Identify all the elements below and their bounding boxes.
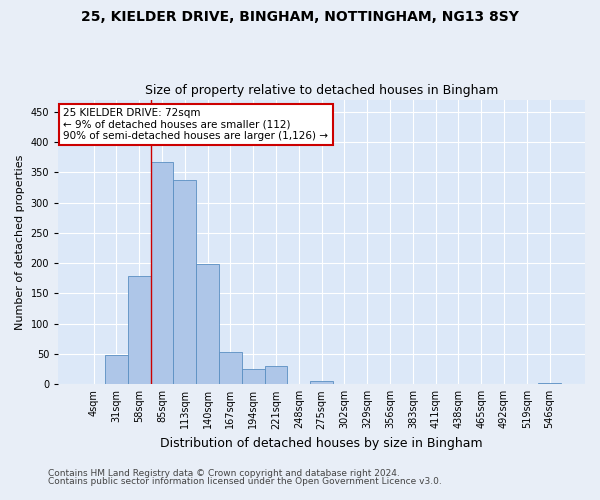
Bar [151, 162, 173, 384]
Bar [196, 264, 219, 384]
Bar [538, 383, 561, 384]
Bar [173, 180, 196, 384]
Bar [242, 369, 265, 384]
Y-axis label: Number of detached properties: Number of detached properties [15, 154, 25, 330]
Bar [310, 380, 333, 384]
Text: Contains HM Land Registry data © Crown copyright and database right 2024.: Contains HM Land Registry data © Crown c… [48, 468, 400, 477]
Text: 25 KIELDER DRIVE: 72sqm
← 9% of detached houses are smaller (112)
90% of semi-de: 25 KIELDER DRIVE: 72sqm ← 9% of detached… [64, 108, 328, 142]
Text: Contains public sector information licensed under the Open Government Licence v3: Contains public sector information licen… [48, 477, 442, 486]
X-axis label: Distribution of detached houses by size in Bingham: Distribution of detached houses by size … [160, 437, 483, 450]
Title: Size of property relative to detached houses in Bingham: Size of property relative to detached ho… [145, 84, 498, 97]
Bar [219, 352, 242, 384]
Bar [128, 276, 151, 384]
Text: 25, KIELDER DRIVE, BINGHAM, NOTTINGHAM, NG13 8SY: 25, KIELDER DRIVE, BINGHAM, NOTTINGHAM, … [81, 10, 519, 24]
Bar [265, 366, 287, 384]
Bar [105, 355, 128, 384]
